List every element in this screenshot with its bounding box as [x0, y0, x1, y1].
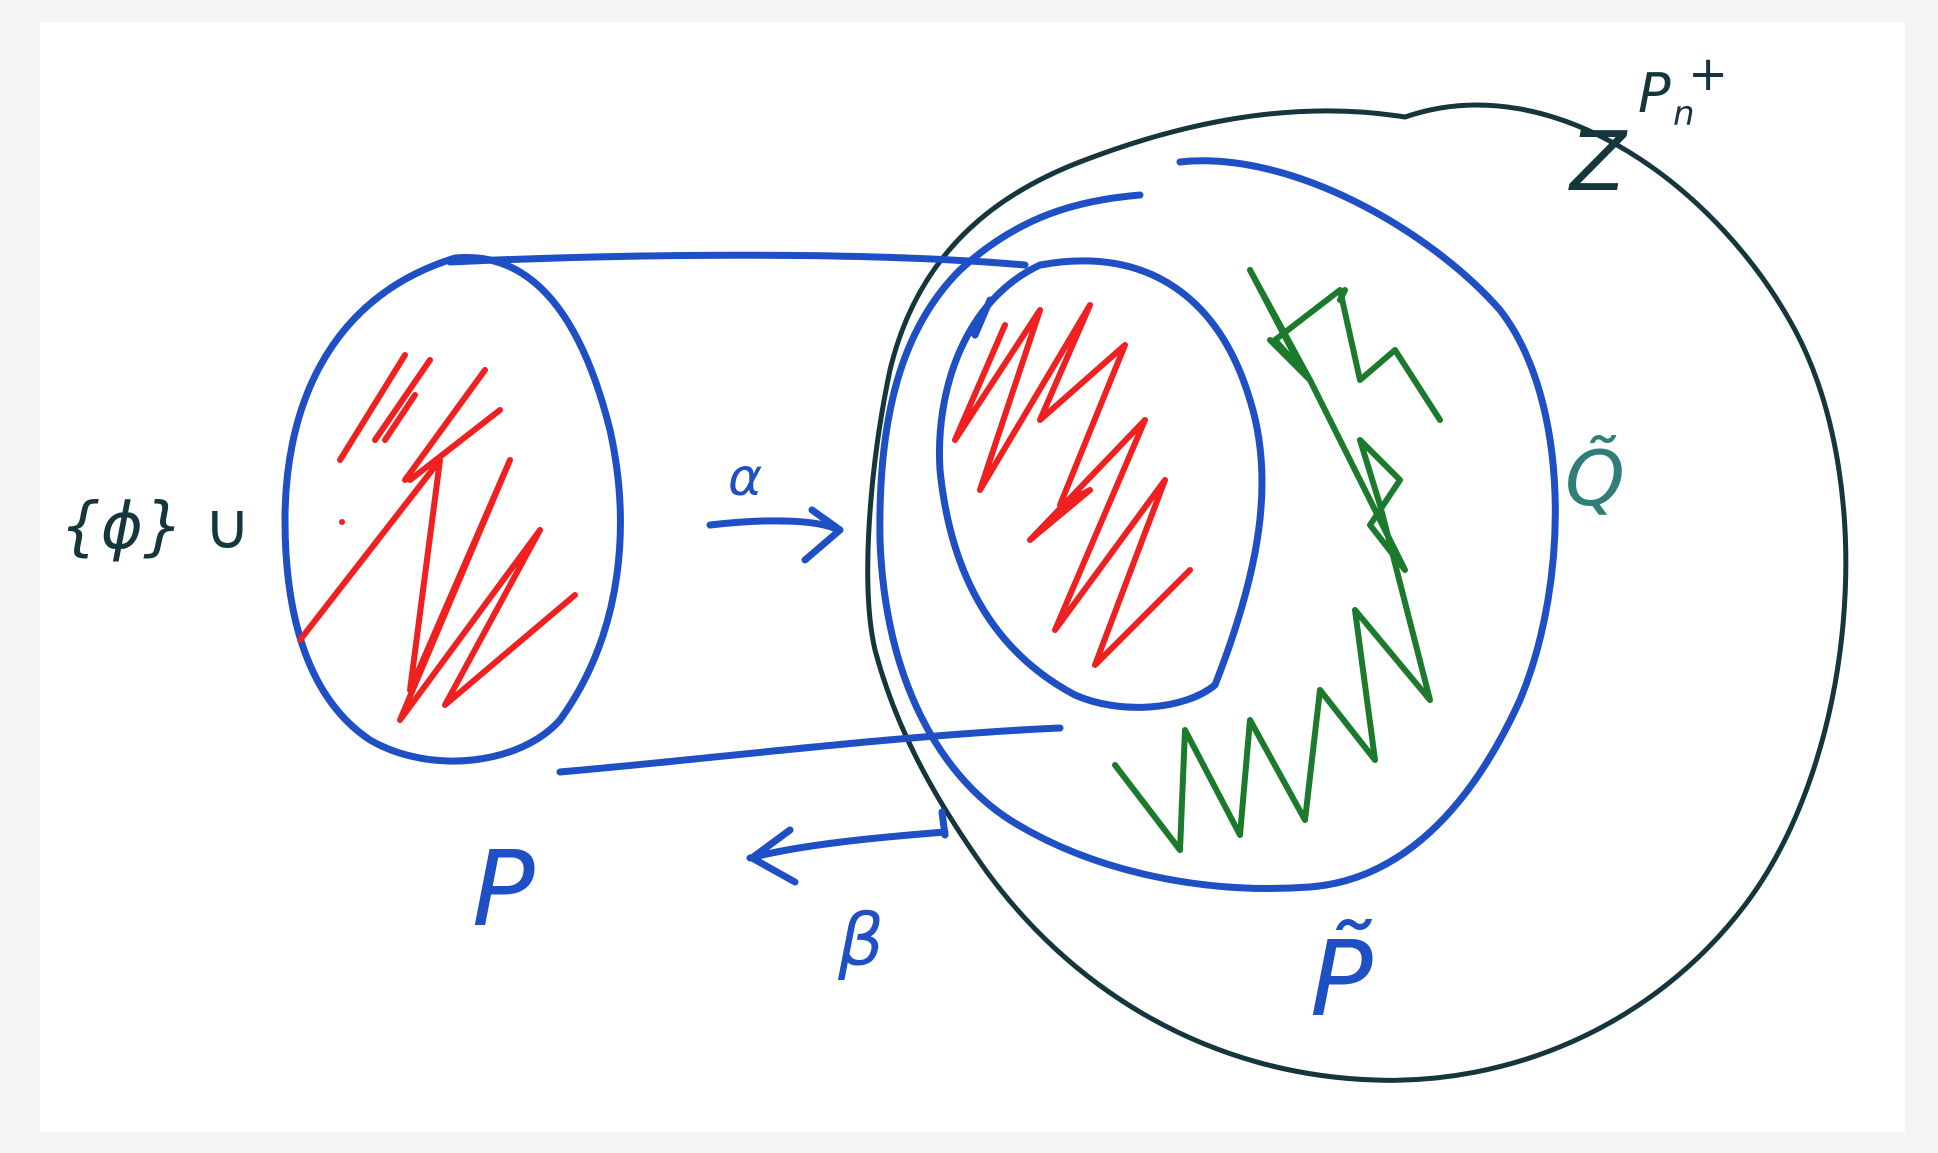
label-alpha: α [728, 448, 762, 508]
label-p: P [472, 828, 535, 950]
arrow-alpha [706, 506, 844, 564]
label-z-sub-n: n [1673, 94, 1695, 134]
region-p [281, 253, 624, 765]
cylinder-top-line [446, 251, 1029, 269]
label-z: Z [1568, 115, 1628, 210]
label-q-tilde: Q̃ [1565, 434, 1625, 523]
outer-region-z [865, 102, 1849, 1083]
label-z-super-p: P [1638, 62, 1671, 125]
arrow-beta [746, 808, 949, 886]
label-beta: β [837, 898, 884, 982]
region-p-tilde [876, 157, 1559, 892]
red-dot [339, 519, 345, 525]
region-image-p [935, 257, 1266, 711]
green-zigzag [1112, 267, 1443, 853]
red-hatch-p [297, 352, 578, 723]
region-image-p-accent [971, 296, 994, 339]
label-set-phi: {ϕ} ∪ [60, 490, 251, 564]
label-z-plus: + [1688, 46, 1728, 102]
green-zigzag-upper [1247, 267, 1348, 378]
cylinder-bottom-line [556, 724, 1064, 776]
label-p-tilde: P̃ [1310, 918, 1373, 1040]
red-hatch-image [952, 302, 1193, 668]
